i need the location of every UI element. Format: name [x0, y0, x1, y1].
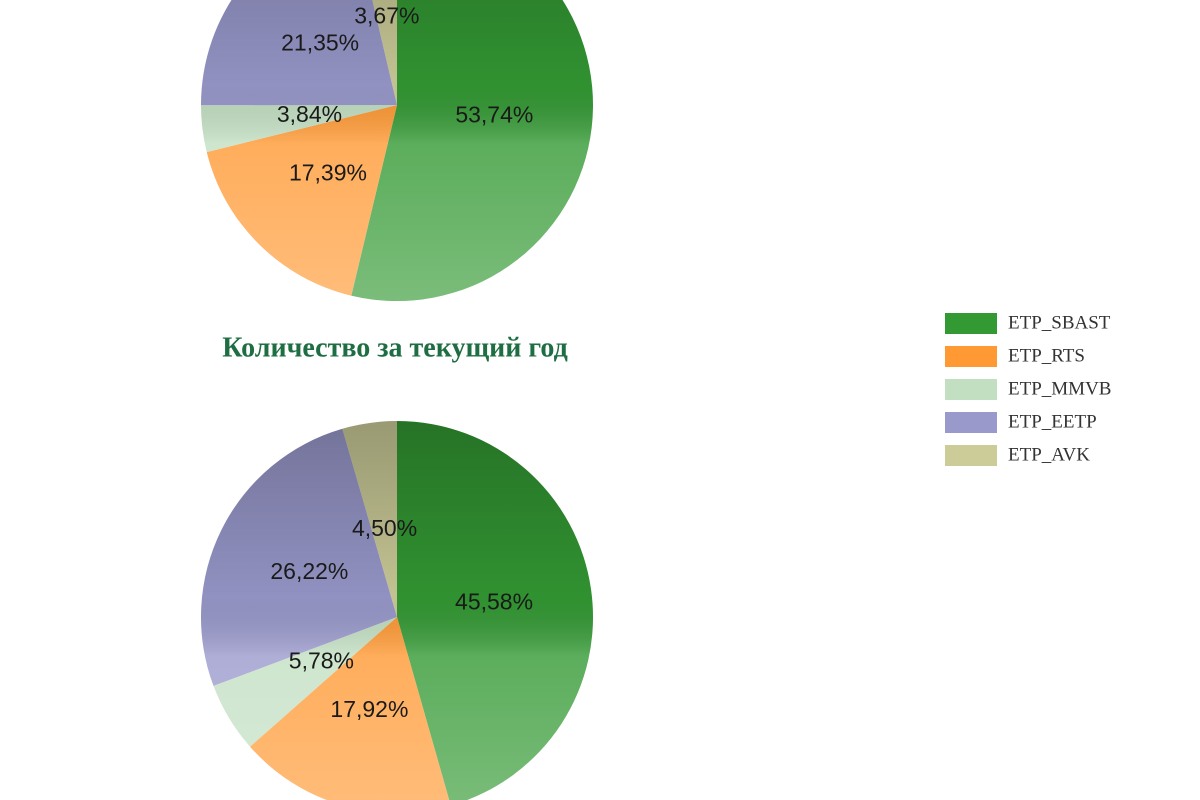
- legend-swatch: [945, 346, 997, 367]
- legend-label: ETP_RTS: [1008, 345, 1085, 366]
- legend-swatch: [945, 445, 997, 466]
- legend-label: ETP_MMVB: [1008, 378, 1111, 399]
- legend-label: ETP_AVK: [1008, 444, 1090, 465]
- legend-swatch: [945, 313, 997, 334]
- data-label: 4,50%: [352, 515, 417, 541]
- data-label: 26,22%: [270, 558, 348, 584]
- data-label: 45,58%: [455, 589, 533, 615]
- legend-swatch: [945, 379, 997, 400]
- data-label: 17,39%: [289, 160, 367, 186]
- data-label: 3,84%: [277, 101, 342, 127]
- data-label: 21,35%: [281, 29, 359, 55]
- legend-label: ETP_SBAST: [1008, 312, 1111, 333]
- data-label: 5,78%: [289, 647, 354, 673]
- legend-swatch: [945, 412, 997, 433]
- pie: [201, 421, 593, 800]
- pie: [200, 0, 593, 301]
- chart-title: Количество за текущий год: [222, 332, 568, 363]
- data-label: 53,74%: [455, 102, 533, 128]
- data-label: 17,92%: [330, 696, 408, 722]
- data-label: 3,67%: [354, 2, 419, 28]
- legend-label: ETP_EETP: [1008, 411, 1097, 432]
